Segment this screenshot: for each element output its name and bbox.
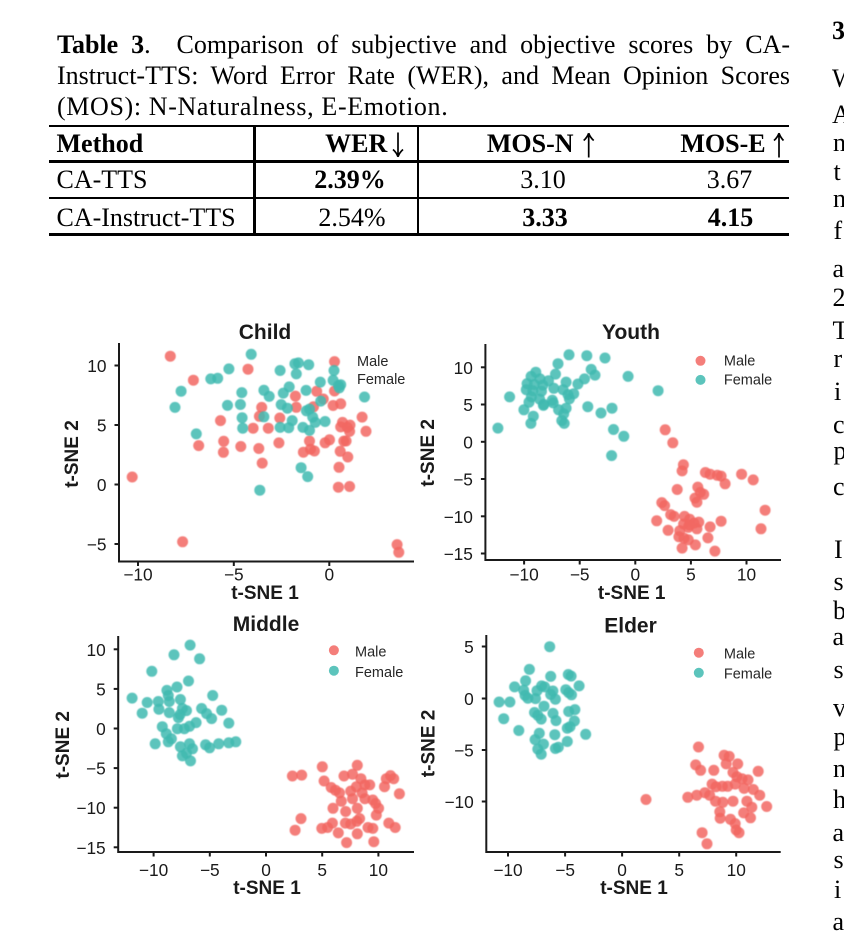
svg-text:0: 0	[97, 475, 107, 495]
svg-text:0: 0	[96, 719, 106, 739]
svg-text:−5: −5	[86, 759, 106, 779]
svg-text:0: 0	[324, 564, 334, 584]
svg-text:−5: −5	[453, 470, 473, 490]
svg-text:Male: Male	[724, 647, 755, 663]
svg-text:5: 5	[317, 860, 327, 880]
svg-text:t-SNE 1: t-SNE 1	[600, 878, 668, 899]
svg-text:t-SNE 1: t-SNE 1	[233, 878, 301, 899]
svg-text:5: 5	[463, 395, 473, 415]
svg-text:Middle: Middle	[233, 613, 300, 636]
svg-text:Elder: Elder	[604, 615, 657, 638]
svg-text:Female: Female	[357, 372, 405, 388]
svg-text:−5: −5	[87, 535, 107, 555]
svg-text:−5: −5	[555, 860, 575, 880]
svg-text:10: 10	[454, 358, 473, 378]
svg-text:t-SNE 1: t-SNE 1	[598, 583, 666, 604]
svg-text:Male: Male	[357, 354, 388, 370]
svg-text:t-SNE 2: t-SNE 2	[419, 710, 440, 778]
svg-text:Male: Male	[355, 645, 386, 661]
svg-text:5: 5	[97, 416, 107, 436]
svg-text:Male: Male	[724, 354, 755, 370]
svg-text:−10: −10	[493, 860, 522, 880]
svg-text:0: 0	[463, 432, 473, 452]
svg-text:Female: Female	[724, 667, 772, 683]
svg-text:10: 10	[87, 356, 106, 376]
svg-text:−5: −5	[200, 860, 220, 880]
svg-text:−15: −15	[444, 544, 473, 564]
svg-text:Female: Female	[724, 373, 772, 389]
svg-text:−10: −10	[509, 564, 538, 584]
svg-text:−15: −15	[76, 838, 105, 858]
svg-text:10: 10	[86, 640, 105, 660]
svg-text:5: 5	[464, 637, 474, 657]
svg-text:−10: −10	[76, 798, 105, 818]
svg-text:0: 0	[261, 860, 271, 880]
svg-text:−10: −10	[139, 860, 168, 880]
svg-text:−10: −10	[444, 507, 473, 527]
svg-text:t-SNE 1: t-SNE 1	[231, 583, 299, 604]
svg-text:5: 5	[674, 860, 684, 880]
svg-text:Female: Female	[355, 665, 403, 681]
svg-text:5: 5	[96, 679, 106, 699]
svg-text:0: 0	[630, 564, 640, 584]
svg-text:5: 5	[686, 564, 696, 584]
svg-text:0: 0	[464, 689, 474, 709]
svg-text:−10: −10	[123, 564, 152, 584]
svg-text:−5: −5	[570, 564, 590, 584]
svg-text:t-SNE 2: t-SNE 2	[62, 420, 83, 488]
svg-text:t-SNE 2: t-SNE 2	[418, 419, 439, 487]
svg-text:−10: −10	[444, 792, 473, 812]
svg-text:−5: −5	[454, 741, 474, 761]
svg-text:Youth: Youth	[602, 321, 660, 344]
svg-text:10: 10	[737, 564, 756, 584]
svg-text:Child: Child	[239, 321, 292, 344]
svg-text:10: 10	[369, 860, 388, 880]
svg-text:0: 0	[617, 860, 627, 880]
svg-text:−5: −5	[224, 564, 244, 584]
svg-text:t-SNE 2: t-SNE 2	[53, 711, 74, 779]
svg-text:10: 10	[727, 860, 746, 880]
